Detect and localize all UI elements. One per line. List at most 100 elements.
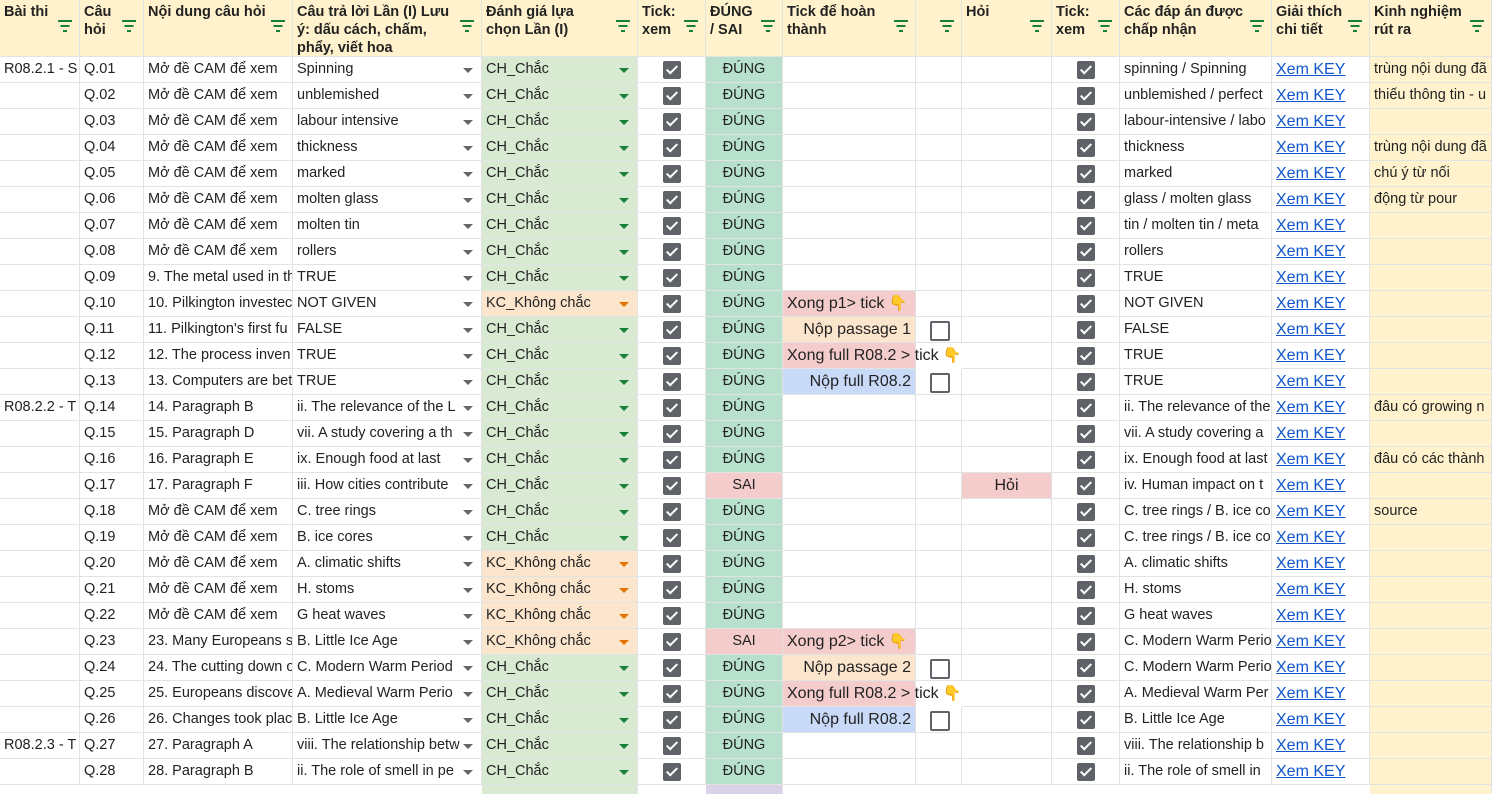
view-tick-cell[interactable] xyxy=(638,499,706,525)
dropdown-arrow-icon[interactable] xyxy=(619,302,629,307)
unchecked-checkbox-icon[interactable] xyxy=(929,321,950,341)
view-tick-cell[interactable] xyxy=(638,83,706,109)
checkbox-icon[interactable] xyxy=(1076,659,1095,677)
checkbox-icon[interactable] xyxy=(662,581,681,599)
explanation-link-cell[interactable]: Xem KEY xyxy=(1272,83,1370,109)
complete-step-cell[interactable]: Xong full R08.2 > tick 👇 xyxy=(783,343,962,369)
header-cell-m[interactable]: Giải thích chi tiết xyxy=(1272,0,1370,57)
complete-step-cell[interactable] xyxy=(783,161,916,187)
filter-icon[interactable] xyxy=(121,20,137,32)
submit-checkbox-cell[interactable] xyxy=(916,655,962,681)
view-tick-cell[interactable] xyxy=(638,421,706,447)
exam-cell[interactable] xyxy=(0,759,80,785)
complete-step-cell[interactable]: Xong full R08.2 > tick 👇 xyxy=(783,681,962,707)
answer-dropdown[interactable]: A. Medieval Warm Perio xyxy=(293,681,482,707)
ask-cell[interactable] xyxy=(962,525,1052,551)
answer-dropdown[interactable]: rollers xyxy=(293,239,482,265)
dropdown-arrow-icon[interactable] xyxy=(463,536,473,541)
dropdown-arrow-icon[interactable] xyxy=(463,640,473,645)
checkbox-icon[interactable] xyxy=(1076,737,1095,755)
checkbox-icon[interactable] xyxy=(1076,243,1095,261)
view-tick-cell[interactable] xyxy=(638,265,706,291)
answer-dropdown[interactable]: B. ice cores xyxy=(293,525,482,551)
checkbox-icon[interactable] xyxy=(1076,477,1095,495)
confidence-dropdown[interactable]: KC_Không chắc xyxy=(482,291,638,317)
ask-cell[interactable] xyxy=(962,369,1052,395)
question-content-cell[interactable]: Mở đề CAM để xem xyxy=(144,525,293,551)
answer-dropdown[interactable]: ix. Enough food at last xyxy=(293,447,482,473)
ask-cell[interactable] xyxy=(962,421,1052,447)
checkbox-icon[interactable] xyxy=(662,87,681,105)
exam-cell[interactable] xyxy=(0,629,80,655)
lesson-learned-cell[interactable] xyxy=(1370,369,1492,395)
dropdown-arrow-icon[interactable] xyxy=(619,692,629,697)
explanation-link-cell[interactable]: Xem KEY xyxy=(1272,525,1370,551)
ask-cell[interactable] xyxy=(962,135,1052,161)
complete-step-cell[interactable] xyxy=(783,759,916,785)
question-number-cell[interactable]: Q.24 xyxy=(80,655,144,681)
confidence-dropdown[interactable]: CH_Chắc xyxy=(482,57,638,83)
checkbox-icon[interactable] xyxy=(662,113,681,131)
view-tick-cell-2[interactable] xyxy=(1052,603,1120,629)
explanation-link-cell[interactable]: Xem KEY xyxy=(1272,551,1370,577)
lesson-learned-cell[interactable]: đâu có growing n xyxy=(1370,395,1492,421)
question-content-cell[interactable]: 27. Paragraph A xyxy=(144,733,293,759)
lesson-learned-cell[interactable] xyxy=(1370,473,1492,499)
dropdown-arrow-icon[interactable] xyxy=(463,120,473,125)
dropdown-arrow-icon[interactable] xyxy=(619,94,629,99)
complete-step-cell[interactable] xyxy=(783,603,916,629)
exam-cell[interactable] xyxy=(0,707,80,733)
dropdown-arrow-icon[interactable] xyxy=(619,432,629,437)
dropdown-arrow-icon[interactable] xyxy=(619,666,629,671)
question-content-cell[interactable]: Mở đề CAM để xem xyxy=(144,239,293,265)
ask-cell[interactable] xyxy=(962,239,1052,265)
view-tick-cell-2[interactable] xyxy=(1052,161,1120,187)
checkbox-icon[interactable] xyxy=(1076,451,1095,469)
submit-checkbox-cell[interactable] xyxy=(916,707,962,733)
complete-step-cell[interactable] xyxy=(783,109,916,135)
confidence-dropdown[interactable]: KC_Không chắc xyxy=(482,603,638,629)
complete-step-cell[interactable] xyxy=(783,733,916,759)
answer-dropdown[interactable]: C. Modern Warm Period xyxy=(293,655,482,681)
question-number-cell[interactable]: Q.04 xyxy=(80,135,144,161)
header-cell-l[interactable]: Các đáp án được chấp nhận xyxy=(1120,0,1272,57)
ask-cell[interactable] xyxy=(962,57,1052,83)
question-number-cell[interactable]: Q.12 xyxy=(80,343,144,369)
dropdown-arrow-icon[interactable] xyxy=(619,484,629,489)
submit-step-cell[interactable]: Nộp full R08.2 xyxy=(783,707,916,733)
view-tick-cell[interactable] xyxy=(638,655,706,681)
lesson-learned-cell[interactable] xyxy=(1370,213,1492,239)
dropdown-arrow-icon[interactable] xyxy=(463,718,473,723)
question-number-cell[interactable]: Q.26 xyxy=(80,707,144,733)
complete-step-cell[interactable] xyxy=(783,421,916,447)
view-tick-cell-2[interactable] xyxy=(1052,265,1120,291)
question-number-cell[interactable]: Q.10 xyxy=(80,291,144,317)
exam-cell[interactable] xyxy=(0,83,80,109)
ask-cell[interactable] xyxy=(962,707,1052,733)
exam-cell[interactable] xyxy=(0,187,80,213)
ask-cell[interactable] xyxy=(962,551,1052,577)
ask-cell[interactable] xyxy=(962,265,1052,291)
dropdown-arrow-icon[interactable] xyxy=(463,94,473,99)
exam-cell[interactable] xyxy=(0,421,80,447)
dropdown-arrow-icon[interactable] xyxy=(619,510,629,515)
question-number-cell[interactable]: Q.05 xyxy=(80,161,144,187)
answer-dropdown[interactable]: molten glass xyxy=(293,187,482,213)
checkbox-icon[interactable] xyxy=(662,555,681,573)
checkbox-icon[interactable] xyxy=(1076,87,1095,105)
view-tick-cell-2[interactable] xyxy=(1052,213,1120,239)
answer-dropdown[interactable]: marked xyxy=(293,161,482,187)
answer-dropdown[interactable]: unblemished xyxy=(293,83,482,109)
question-number-cell[interactable]: Q.23 xyxy=(80,629,144,655)
lesson-learned-cell[interactable] xyxy=(1370,265,1492,291)
ask-cell[interactable] xyxy=(962,577,1052,603)
dropdown-arrow-icon[interactable] xyxy=(619,536,629,541)
ask-cell[interactable] xyxy=(962,447,1052,473)
checkbox-icon[interactable] xyxy=(662,607,681,625)
filter-icon[interactable] xyxy=(683,20,699,32)
checkbox-icon[interactable] xyxy=(1076,503,1095,521)
confidence-dropdown[interactable]: CH_Chắc xyxy=(482,655,638,681)
submit-step-cell[interactable]: Nộp passage 1 xyxy=(783,317,916,343)
checkbox-icon[interactable] xyxy=(662,61,681,79)
lesson-learned-cell[interactable] xyxy=(1370,629,1492,655)
